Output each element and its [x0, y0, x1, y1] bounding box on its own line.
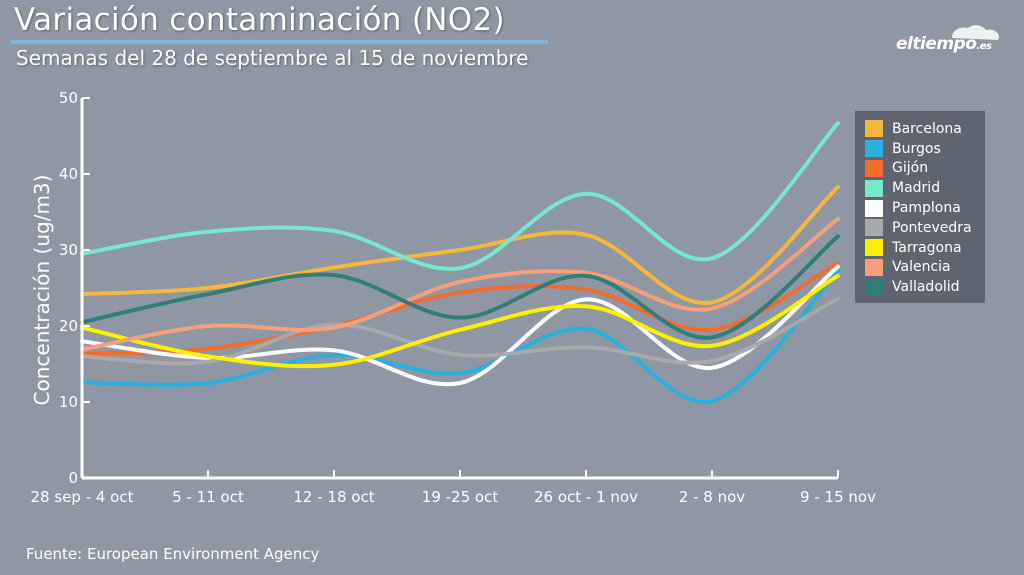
legend-swatch — [865, 278, 883, 296]
legend-swatch — [865, 159, 883, 177]
series-line-valladolid — [80, 234, 840, 340]
series-line-tarragona — [80, 273, 840, 369]
x-tick-label: 19 -25 oct — [422, 488, 499, 506]
y-tick-label: 30 — [59, 241, 78, 259]
legend-label: Burgos — [892, 140, 941, 157]
logo-text: eltiempo.es — [896, 34, 992, 54]
legend-item-gijon: Gijón — [865, 159, 985, 179]
legend-swatch — [865, 219, 883, 237]
legend-swatch — [865, 179, 883, 197]
legend-item-pamplona: Pamplona — [865, 198, 985, 218]
x-tick-label: 12 - 18 oct — [293, 488, 374, 506]
legend-item-pontevedra: Pontevedra — [865, 218, 985, 238]
series-line-burgos — [80, 269, 840, 405]
x-tick-label: 28 sep - 4 oct — [31, 488, 134, 506]
legend-swatch — [865, 120, 883, 138]
legend-item-valencia: Valencia — [865, 258, 985, 278]
title-underline — [10, 40, 548, 44]
x-tick-label: 5 - 11 oct — [172, 488, 244, 506]
legend-label: Valladolid — [892, 279, 960, 296]
eltiempo-logo: eltiempo.es — [892, 24, 1014, 60]
chart-subtitle: Semanas del 28 de septiembre al 15 de no… — [16, 46, 529, 70]
legend-label: Tarragona — [892, 239, 962, 256]
series-line-valencia — [80, 216, 840, 352]
cloud-icon — [952, 25, 1000, 40]
axis-ticks: 0 10 20 30 40 50 28 sep - 4 oct 5 - 11 oct 12 - … — [31, 89, 877, 506]
legend-label: Madrid — [892, 180, 941, 197]
legend-swatch — [865, 140, 883, 158]
legend-item-burgos: Burgos — [865, 139, 985, 159]
x-tick-label: 26 oct - 1 nov — [534, 488, 638, 506]
series-lines — [80, 121, 840, 405]
y-tick-label: 50 — [59, 89, 78, 107]
legend-label: Gijón — [892, 160, 929, 177]
legend-item-barcelona: Barcelona — [865, 119, 985, 139]
y-tick-label: 40 — [59, 165, 78, 183]
logo-domain: .es — [976, 41, 992, 52]
legend-swatch — [865, 258, 883, 276]
x-tick-label: 9 - 15 nov — [800, 488, 876, 506]
legend-label: Pontevedra — [892, 219, 972, 236]
legend-item-tarragona: Tarragona — [865, 238, 985, 258]
series-line-madrid — [80, 121, 840, 271]
series-line-gijon — [80, 260, 840, 357]
logo-name: eltiempo — [896, 34, 977, 54]
legend-swatch — [865, 199, 883, 217]
legend-item-madrid: Madrid — [865, 178, 985, 198]
source-note: Fuente: European Environment Agency — [26, 545, 320, 563]
y-tick-label: 20 — [59, 317, 78, 335]
chart-title: Variación contaminación (NO2) — [14, 2, 505, 38]
legend-swatch — [865, 239, 883, 257]
series-line-barcelona — [80, 184, 840, 306]
legend-label: Valencia — [892, 259, 951, 276]
y-axis-label: Concentración (ug/m3) — [30, 175, 54, 406]
y-tick-label: 0 — [68, 469, 78, 487]
legend-label: Barcelona — [892, 120, 962, 137]
x-tick-label: 2 - 8 nov — [679, 488, 745, 506]
chart-legend: Barcelona Burgos Gijón Madrid Pamplona Pontev… — [855, 111, 985, 303]
y-tick-label: 10 — [59, 393, 78, 411]
legend-label: Pamplona — [892, 200, 961, 217]
legend-item-valladolid: Valladolid — [865, 277, 985, 297]
series-line-pontevedra — [80, 296, 840, 366]
